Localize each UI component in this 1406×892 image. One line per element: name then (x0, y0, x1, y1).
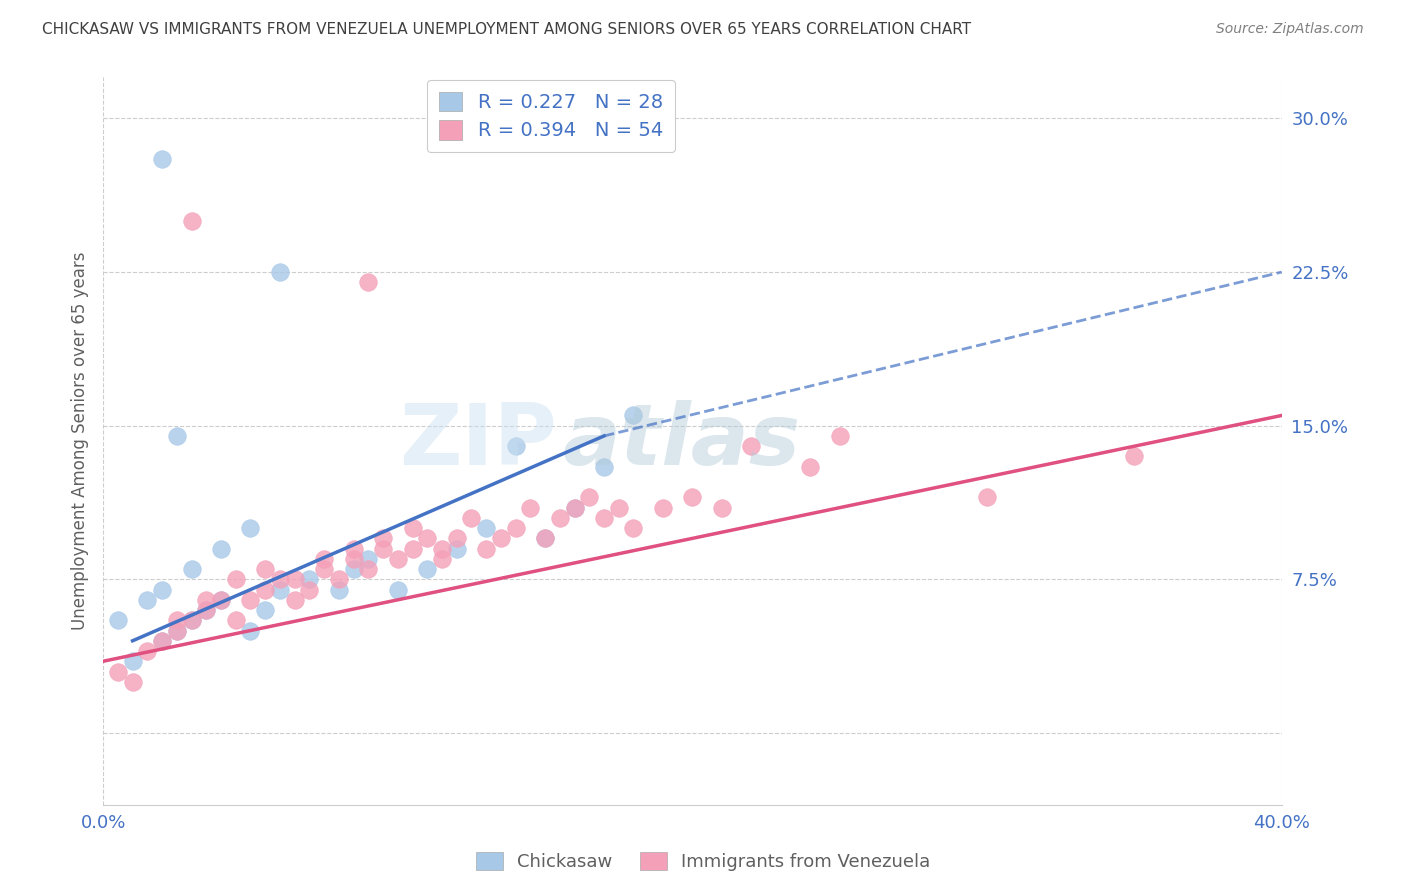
Text: ZIP: ZIP (399, 400, 557, 483)
Point (284, 592, 307, 607)
Point (534, 532, 557, 546)
Point (180, 214, 202, 228)
Point (166, 624, 188, 638)
Point (548, 511, 571, 525)
Point (416, 532, 439, 546)
Point (209, 541, 232, 556)
Point (150, 582, 173, 597)
Point (269, 572, 291, 586)
Point (342, 552, 364, 566)
Point (460, 511, 482, 525)
Point (150, 633, 173, 648)
Point (799, 459, 821, 474)
Point (254, 562, 277, 576)
Point (209, 592, 232, 607)
Point (328, 572, 350, 586)
Point (195, 603, 218, 617)
Y-axis label: Unemployment Among Seniors over 65 years: Unemployment Among Seniors over 65 years (72, 252, 89, 631)
Point (976, 491, 998, 505)
Point (180, 562, 202, 576)
Point (534, 532, 557, 546)
Legend: R = 0.227   N = 28, R = 0.394   N = 54: R = 0.227 N = 28, R = 0.394 N = 54 (427, 80, 675, 152)
Point (195, 603, 218, 617)
Point (328, 582, 350, 597)
Text: Source: ZipAtlas.com: Source: ZipAtlas.com (1216, 22, 1364, 37)
Point (564, 500, 586, 515)
Point (519, 500, 541, 515)
Point (430, 552, 453, 566)
Point (225, 613, 247, 627)
Point (166, 429, 188, 443)
Point (681, 491, 703, 505)
Point (225, 572, 247, 586)
Point (446, 532, 468, 546)
Point (652, 500, 675, 515)
Point (298, 572, 321, 586)
Point (180, 613, 202, 627)
Point (298, 582, 321, 597)
Text: atlas: atlas (562, 400, 801, 483)
Point (121, 674, 143, 689)
Point (357, 275, 380, 289)
Point (314, 552, 336, 566)
Point (623, 521, 645, 535)
Point (505, 521, 527, 535)
Point (446, 541, 468, 556)
Point (593, 459, 616, 474)
Point (623, 409, 645, 423)
Point (239, 624, 262, 638)
Point (269, 265, 291, 279)
Point (342, 562, 364, 576)
Point (740, 439, 762, 453)
Point (254, 603, 277, 617)
Point (342, 541, 364, 556)
Point (150, 633, 173, 648)
Point (107, 665, 129, 679)
Point (195, 592, 218, 607)
Point (269, 582, 291, 597)
Point (593, 511, 616, 525)
Point (505, 439, 527, 453)
Point (121, 654, 143, 668)
Point (150, 153, 173, 167)
Point (710, 500, 733, 515)
Point (136, 592, 159, 607)
Point (254, 582, 277, 597)
Point (314, 562, 336, 576)
Point (607, 500, 630, 515)
Point (284, 572, 307, 586)
Point (1123, 450, 1146, 464)
Point (387, 552, 409, 566)
Legend: Chickasaw, Immigrants from Venezuela: Chickasaw, Immigrants from Venezuela (468, 845, 938, 879)
Point (489, 532, 512, 546)
Point (401, 541, 423, 556)
Point (136, 644, 159, 658)
Point (828, 429, 851, 443)
Point (371, 532, 394, 546)
Point (564, 500, 586, 515)
Point (209, 592, 232, 607)
Point (180, 613, 202, 627)
Point (239, 592, 262, 607)
Point (578, 491, 600, 505)
Point (357, 562, 380, 576)
Point (371, 541, 394, 556)
Point (416, 562, 439, 576)
Point (475, 541, 498, 556)
Point (387, 582, 409, 597)
Point (357, 552, 380, 566)
Point (401, 521, 423, 535)
Point (475, 521, 498, 535)
Point (166, 613, 188, 627)
Point (239, 521, 262, 535)
Text: CHICKASAW VS IMMIGRANTS FROM VENEZUELA UNEMPLOYMENT AMONG SENIORS OVER 65 YEARS : CHICKASAW VS IMMIGRANTS FROM VENEZUELA U… (42, 22, 972, 37)
Point (166, 624, 188, 638)
Point (430, 541, 453, 556)
Point (107, 613, 129, 627)
